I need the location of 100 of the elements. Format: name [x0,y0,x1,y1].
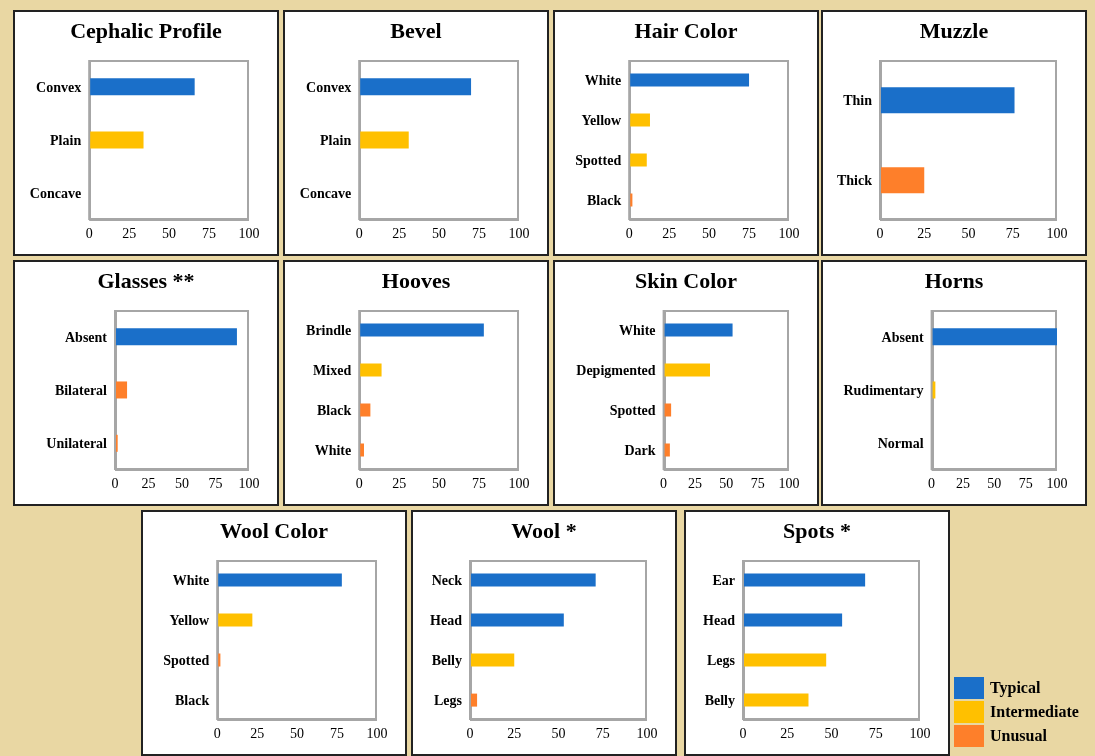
legend-label: Unusual [990,727,1047,745]
x-tick-label: 75 [202,225,217,241]
x-tick-label: 0 [85,225,93,241]
y-tick-label: Absent [64,329,108,345]
chart-title: Wool * [510,518,578,545]
bar [115,381,128,399]
y-tick-label: Thin [843,92,873,108]
y-tick-label: Plain [320,132,352,148]
y-tick-label: White [314,442,352,458]
x-tick-label: 100 [508,475,530,491]
bar [629,113,650,127]
legend-label: Typical [990,679,1041,697]
bar [629,73,750,87]
x-tick-label: 50 [987,475,1002,491]
x-tick-label: 100 [1046,225,1068,241]
bar [470,613,564,627]
y-tick-label: White [172,572,210,588]
y-tick-label: Ear [712,572,735,588]
bar [359,363,382,377]
x-tick-label: 75 [330,725,345,741]
x-tick-label: 75 [742,225,757,241]
y-tick-label: Concave [299,186,352,202]
y-tick-label: Rudimentary [843,382,924,398]
x-tick-label: 25 [392,225,407,241]
x-tick-label: 100 [909,725,931,741]
y-tick-label: Black [586,192,622,208]
y-tick-label: Yellow [581,112,623,128]
bar [470,653,515,667]
x-tick-label: 50 [432,225,447,241]
y-tick-label: Head [430,612,463,628]
legend-label: Intermediate [990,703,1079,721]
y-tick-label: Black [316,402,352,418]
y-tick-label: Dark [624,442,656,458]
x-tick-label: 0 [660,475,668,491]
x-tick-label: 100 [778,225,800,241]
x-tick-label: 0 [355,475,363,491]
x-tick-label: 0 [625,225,633,241]
y-tick-label: Belly [704,692,735,708]
y-tick-label: Legs [434,692,463,708]
bar [743,653,827,667]
chart-title: Cephalic Profile [69,18,223,45]
x-tick-label: 50 [162,225,177,241]
y-tick-label: Neck [431,572,463,588]
y-tick-label: Plain [50,132,82,148]
y-tick-label: Spotted [163,652,210,668]
x-tick-label: 75 [595,725,610,741]
x-tick-label: 0 [739,725,747,741]
y-tick-label: Legs [707,652,736,668]
x-tick-label: 0 [111,475,119,491]
bar [470,573,596,587]
bar [743,613,843,627]
x-tick-label: 0 [213,725,221,741]
x-tick-label: 75 [472,225,487,241]
x-tick-label: 100 [238,475,260,491]
x-tick-label: 50 [290,725,305,741]
x-tick-label: 0 [466,725,474,741]
x-tick-label: 50 [551,725,566,741]
bar [743,573,866,587]
x-tick-label: 50 [961,225,976,241]
x-tick-label: 25 [250,725,265,741]
y-tick-label: Normal [877,436,924,452]
y-tick-label: Convex [306,79,352,95]
x-tick-label: 100 [508,225,530,241]
x-tick-label: 25 [955,475,970,491]
y-tick-label: Absent [881,329,924,345]
x-tick-label: 75 [208,475,223,491]
y-tick-label: Head [703,612,736,628]
bar [115,328,237,346]
x-tick-label: 50 [175,475,189,491]
x-tick-label: 75 [868,725,883,741]
y-tick-label: Depigmented [576,362,656,378]
chart-title: Hair Color [633,18,739,45]
x-tick-label: 25 [662,225,677,241]
x-tick-label: 50 [432,475,447,491]
chart-title: Horns [923,268,985,295]
chart-title: Glasses ** [96,268,196,295]
x-tick-label: 0 [928,475,936,491]
x-tick-label: 75 [472,475,487,491]
chart-title: Hooves [380,268,452,295]
y-tick-label: Convex [36,79,82,95]
y-tick-label: Unilateral [46,436,108,452]
y-tick-label: Thick [836,172,873,188]
y-tick-label: Spotted [575,152,622,168]
bar [663,363,710,377]
x-tick-label: 25 [917,225,932,241]
chart-title: Wool Color [218,518,330,545]
x-tick-label: 50 [702,225,717,241]
x-tick-label: 100 [366,725,388,741]
x-tick-label: 25 [141,475,156,491]
y-tick-label: Black [174,692,210,708]
y-tick-label: White [584,72,622,88]
bar [629,153,647,167]
x-tick-label: 50 [719,475,734,491]
y-tick-label: Yellow [169,612,211,628]
bar [359,403,371,417]
chart-title: Bevel [389,18,443,45]
y-tick-label: Bilateral [54,382,108,398]
x-tick-label: 75 [1018,475,1033,491]
x-tick-label: 100 [238,225,260,241]
x-tick-label: 0 [876,225,884,241]
